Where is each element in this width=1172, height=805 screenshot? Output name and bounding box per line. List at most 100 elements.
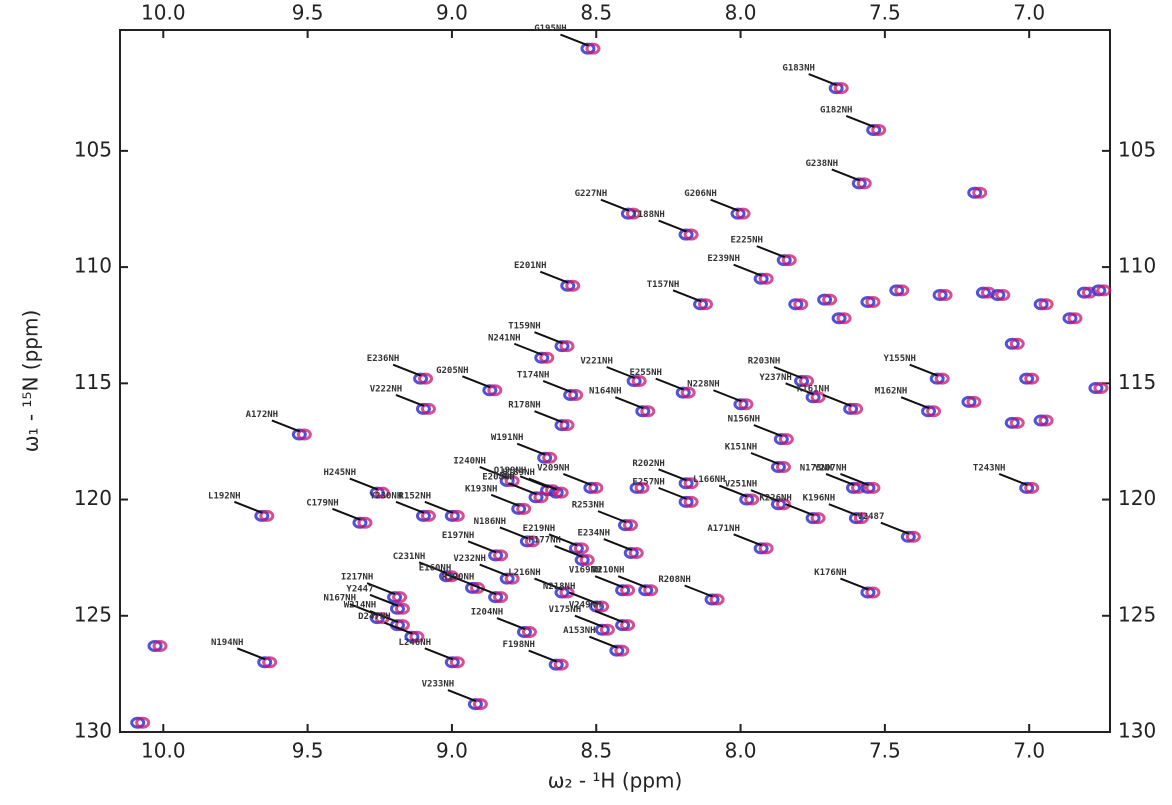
peak-blue	[1004, 416, 1020, 429]
peak-label: G205NH	[436, 366, 469, 376]
peak-label: E201NH	[514, 261, 547, 271]
leader-line	[845, 115, 875, 128]
peak-blue	[548, 658, 564, 671]
peak-red	[568, 388, 584, 401]
peak-red	[614, 644, 630, 657]
leader-line	[461, 375, 491, 389]
leader-line	[594, 610, 624, 624]
peak-blue	[482, 384, 498, 397]
peak-red	[573, 542, 589, 555]
peak-red	[594, 600, 610, 613]
peak-label: K151NH	[725, 443, 758, 453]
peak-red	[758, 272, 774, 285]
peak-blue	[1004, 337, 1020, 350]
peak-blue	[638, 584, 654, 597]
peak-blue	[794, 375, 810, 387]
leader-line	[395, 393, 425, 407]
leader-line	[479, 466, 509, 479]
leader-line	[447, 689, 477, 703]
peak-red	[810, 512, 826, 525]
peak-blue	[889, 284, 905, 297]
y-tick-label: 110	[1118, 254, 1156, 278]
leader-line	[808, 73, 838, 87]
peak-label: G238NH	[806, 159, 839, 169]
peak-red	[553, 486, 569, 499]
leader-line	[384, 621, 413, 635]
peak-red	[559, 586, 575, 599]
peak-blue	[352, 516, 368, 529]
peak-label: N241NH	[488, 333, 521, 343]
leader-line	[828, 503, 858, 517]
leader-line	[539, 270, 569, 284]
peak-label: Q199NH	[494, 466, 527, 476]
leader-line	[880, 521, 910, 535]
peak-blue	[563, 388, 579, 401]
peak-red	[926, 405, 942, 418]
peak-label: Y237NH	[759, 373, 792, 383]
peak-label: M162NH	[875, 387, 908, 397]
peak-red	[1038, 414, 1054, 427]
peak-blue	[805, 391, 821, 404]
peak-blue	[629, 481, 645, 494]
x-tick-label: 10.0	[141, 739, 186, 763]
peak-red	[744, 493, 760, 506]
peak-label: E239NH	[707, 254, 740, 264]
leader-line	[658, 486, 687, 500]
peak-blue	[730, 207, 746, 220]
peak-label: R202NH	[632, 459, 665, 469]
peak-blue	[574, 553, 590, 566]
leader-line	[658, 468, 687, 482]
peak-red	[622, 519, 638, 532]
peak-label: E257NH	[632, 477, 665, 487]
leader-line	[369, 610, 399, 624]
peak-red	[394, 602, 410, 615]
peak-red	[735, 207, 751, 220]
peak-blue	[770, 498, 786, 511]
peak-blue	[704, 593, 720, 606]
peak-red	[449, 656, 465, 669]
peak-label: A172NH	[246, 410, 279, 420]
peak-blue	[387, 591, 403, 604]
peak-label: E234NH	[578, 529, 611, 539]
peak-blue	[635, 405, 651, 418]
peak-blue	[511, 502, 527, 515]
peak-red	[683, 495, 699, 508]
peak-blue	[990, 288, 1006, 301]
leader-line	[534, 331, 563, 345]
peak-blue	[254, 509, 270, 522]
peak-blue	[753, 542, 769, 555]
peak-red	[1096, 284, 1112, 297]
peak-red	[865, 481, 881, 494]
peak-red	[559, 340, 575, 353]
peak-red	[487, 384, 503, 397]
peak-red	[620, 619, 636, 632]
x-tick-label: 9.0	[436, 739, 468, 763]
peak-label: Y230NH	[370, 491, 403, 501]
peak-blue	[488, 549, 504, 562]
peak-blue	[1076, 286, 1092, 299]
peak-label: V251NH	[725, 480, 758, 490]
leader-line	[236, 647, 266, 661]
peak-red	[1024, 372, 1040, 385]
peak-blue	[967, 186, 983, 199]
peak-red	[625, 207, 641, 220]
peak-red	[628, 547, 644, 560]
peak-blue	[548, 486, 564, 499]
leader-line	[684, 584, 713, 598]
leader-line	[840, 472, 869, 486]
peak-blue	[617, 519, 633, 532]
peak-label: K196NH	[803, 494, 836, 504]
peak-label: Y155NH	[883, 354, 916, 364]
peak-label: R203NH	[748, 357, 781, 367]
peak-red	[709, 593, 725, 606]
peak-blue	[554, 419, 570, 432]
peak-label: I240NH	[453, 456, 486, 466]
peak-blue	[444, 656, 460, 669]
peak-red	[738, 398, 754, 411]
peak-label: E236NH	[367, 354, 400, 364]
peak-blue	[843, 402, 859, 415]
leader-line	[840, 577, 869, 591]
peak-blue	[130, 716, 146, 729]
peak-label: R178NH	[508, 401, 541, 411]
peak-red	[135, 716, 151, 729]
